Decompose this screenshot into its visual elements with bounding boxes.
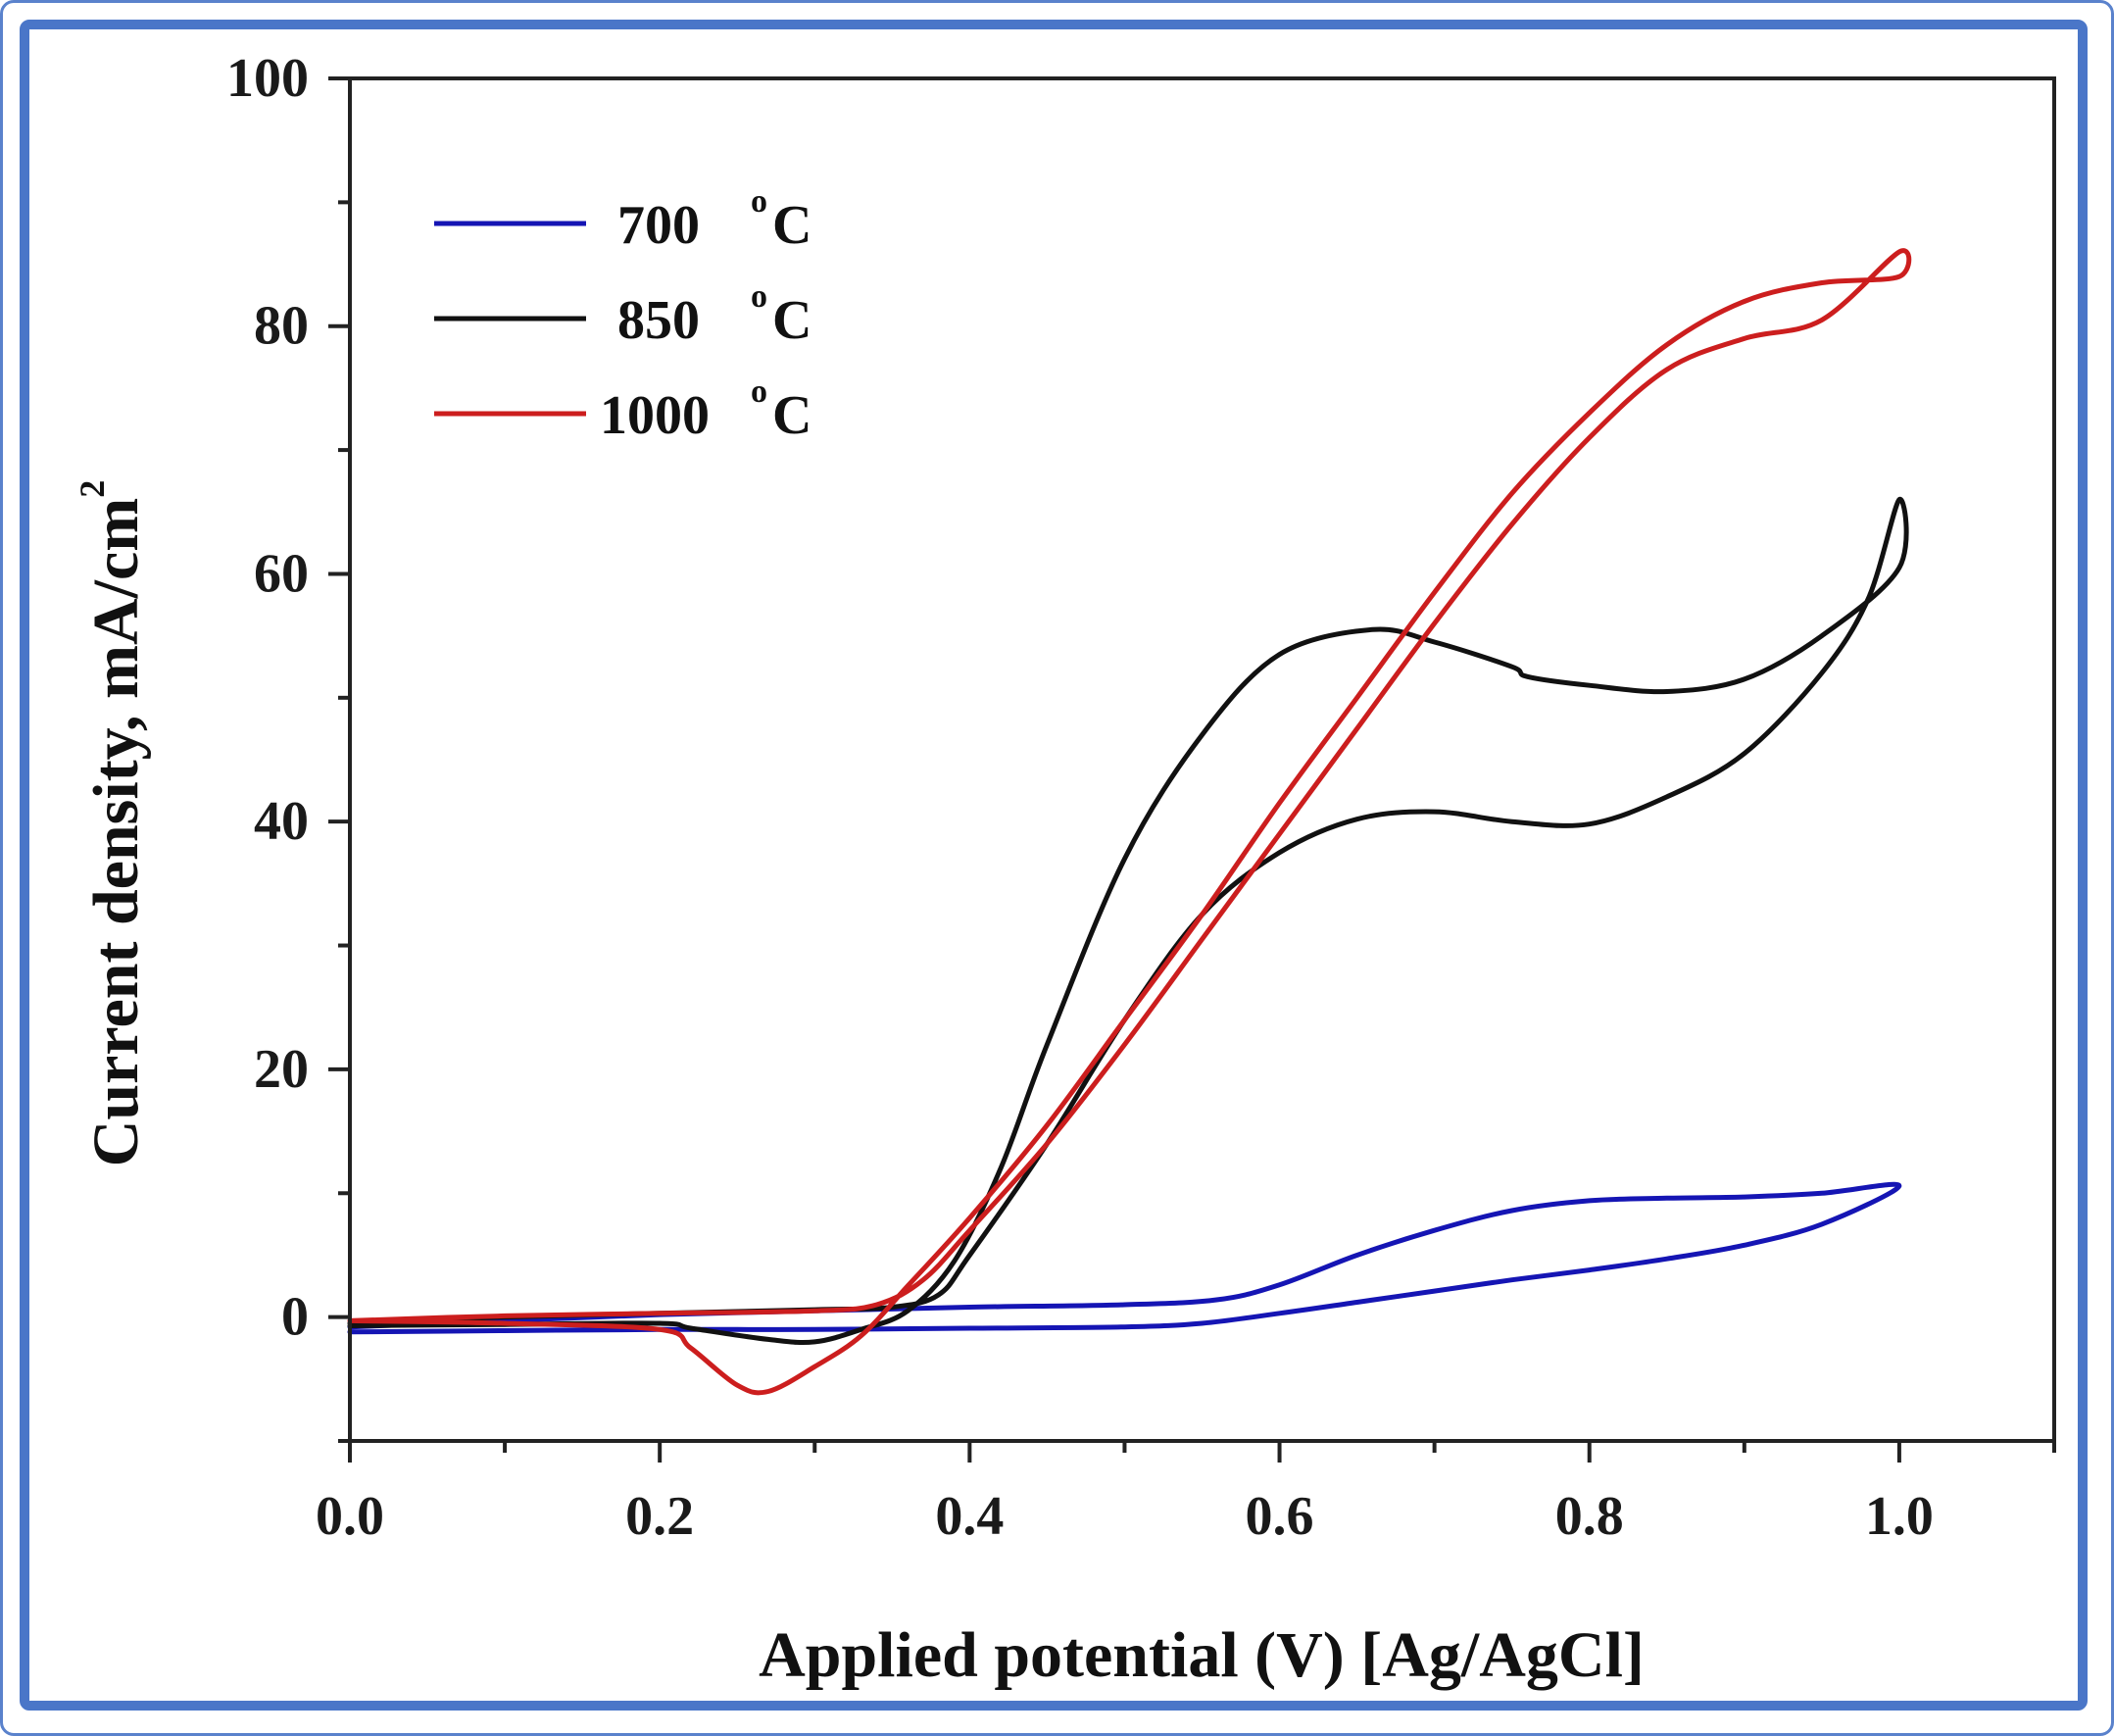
legend-degree-sup: o <box>751 183 767 220</box>
y-tick-label: 60 <box>254 543 309 604</box>
y-axis-title-superscript: 2 <box>73 480 112 498</box>
legend-label: 850 <box>617 290 700 351</box>
plot-frame <box>348 76 2056 1443</box>
y-tick-label: 0 <box>281 1287 309 1348</box>
x-axis-title: Applied potential (V) [Ag/AgCl] <box>759 1619 1645 1691</box>
series-line-2 <box>347 248 1912 1396</box>
y-tick-label: 40 <box>254 791 309 852</box>
series-line-0 <box>347 1181 1902 1335</box>
legend-degree-sup: o <box>751 278 767 315</box>
y-tick-label: 20 <box>254 1039 309 1100</box>
y-axis-title-text: Current density, mA/cm <box>80 498 152 1167</box>
tick-labels: 0.0 0.2 0.4 0.6 0.8 1.0 0 20 40 60 80 100 <box>226 48 1934 1547</box>
series-layer <box>347 248 1912 1396</box>
legend-unit: C <box>772 195 811 256</box>
legend-label: 700 <box>617 195 700 256</box>
x-tick-label: 0.6 <box>1246 1486 1314 1547</box>
legend-degree-sup: o <box>751 373 767 410</box>
x-tick-label: 0.0 <box>316 1486 384 1547</box>
y-axis-title: Current density, mA/cm2 <box>73 480 152 1167</box>
x-tick-label: 0.4 <box>935 1486 1004 1547</box>
y-tick-label: 100 <box>226 48 309 109</box>
x-tick-label: 0.8 <box>1555 1486 1624 1547</box>
series-line-1 <box>347 497 1909 1346</box>
legend-item: 700 o C <box>434 183 811 256</box>
x-tick-label: 0.2 <box>625 1486 694 1547</box>
legend-item: 1000 o C <box>434 373 811 446</box>
legend-unit: C <box>772 385 811 446</box>
x-tick-label: 1.0 <box>1865 1486 1934 1547</box>
legend-label: 1000 <box>600 385 710 446</box>
legend-item: 850 o C <box>434 278 811 351</box>
y-tick-label: 80 <box>254 296 309 357</box>
legend-unit: C <box>772 290 811 351</box>
